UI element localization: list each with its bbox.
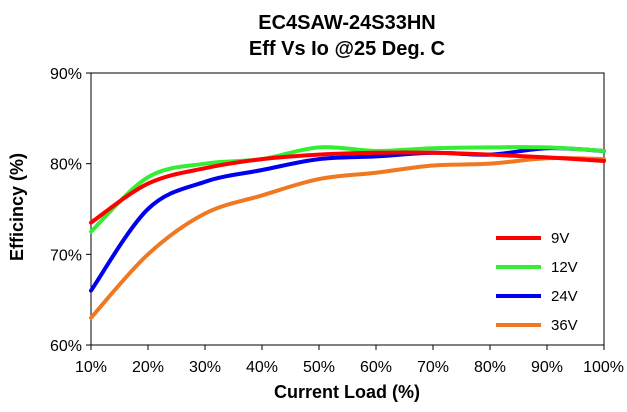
plot-area-frame	[90, 72, 605, 346]
series-line-9v	[89, 150, 606, 225]
x-tick-label: 60%	[360, 359, 392, 376]
x-tick-label: 90%	[531, 359, 563, 376]
x-tick-label: 50%	[303, 359, 335, 376]
x-tick-label: 10%	[75, 359, 107, 376]
y-axis-ticks: 60% 70% 80% 90%	[50, 66, 91, 355]
legend: 9V 12V 24V 36V	[496, 230, 578, 334]
x-tick-label: 30%	[189, 359, 221, 376]
legend-label-36v: 36V	[551, 317, 578, 334]
x-tick-label: 80%	[474, 359, 506, 376]
y-tick-label: 90%	[50, 66, 82, 83]
series-line-36v	[89, 156, 606, 320]
y-tick-label: 80%	[50, 157, 82, 174]
x-tick-label: 20%	[132, 359, 164, 376]
x-axis-ticks: 10% 20% 30% 40% 50% 60% 70% 80% 90% 100%	[75, 345, 624, 376]
y-axis-label: Efficincy (%)	[7, 153, 27, 261]
y-tick-label: 70%	[50, 247, 82, 264]
chart-subtitle: Eff Vs Io @25 Deg. C	[249, 38, 445, 60]
legend-label-24v: 24V	[551, 288, 578, 305]
x-tick-label: 70%	[417, 359, 449, 376]
legend-label-12v: 12V	[551, 259, 578, 276]
series-lines	[89, 145, 606, 320]
x-tick-label: 100%	[583, 359, 624, 376]
y-tick-label: 60%	[50, 338, 82, 355]
x-tick-label: 40%	[246, 359, 278, 376]
legend-label-9v: 9V	[551, 230, 569, 247]
x-axis-label: Current Load (%)	[274, 382, 420, 402]
series-line-24v	[89, 146, 606, 293]
series-line-12v	[89, 145, 606, 234]
chart-title: EC4SAW-24S33HN	[258, 12, 435, 34]
